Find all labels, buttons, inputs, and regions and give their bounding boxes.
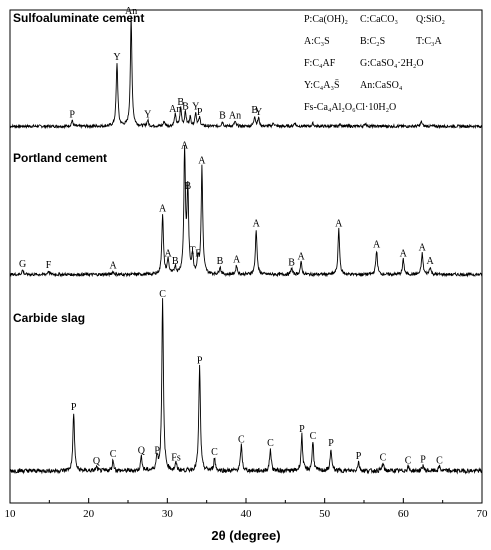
peak-label: A	[419, 243, 427, 254]
peak-label: A	[335, 219, 343, 230]
x-tick-label: 60	[398, 508, 410, 520]
peak-label: B	[172, 256, 179, 267]
x-tick-label: 40	[241, 508, 253, 520]
peak-label: An	[125, 6, 137, 17]
legend-entry: Fs-Ca₄Al₂O₆Cl·10H₂O	[304, 102, 396, 113]
peak-label: C	[110, 449, 117, 460]
peak-label: F	[46, 260, 52, 271]
x-tick-label: 20	[83, 508, 95, 520]
peak-label: A	[164, 249, 172, 260]
peak-label: P	[197, 107, 203, 118]
legend-entry: A:C₃S	[304, 36, 330, 47]
peak-label: A	[373, 240, 381, 251]
legend-entry: C:CaCO₃	[360, 14, 398, 25]
panel-titles: Sulfoaluminate cement Portland cement Carb…	[13, 11, 144, 325]
peak-label: B	[184, 181, 191, 192]
peak-label: C	[238, 435, 245, 446]
peak-label: F	[195, 249, 201, 260]
x-axis-title: 2θ (degree)	[211, 528, 280, 543]
peak-label: B	[251, 105, 258, 116]
peak-label: Q	[93, 456, 101, 467]
series-line	[9, 298, 483, 475]
plot-frame	[9, 9, 483, 504]
peak-label: C	[211, 447, 218, 458]
peak-label: An	[169, 104, 181, 115]
peak-label: A	[198, 156, 206, 167]
legend-entry: P:Ca(OH)₂	[304, 14, 348, 25]
peak-label: C	[380, 453, 387, 464]
x-tick-label: 50	[319, 508, 331, 520]
peak-label: P	[197, 355, 203, 366]
diffraction-curves	[9, 15, 483, 475]
legend-entry: B:C₂S	[360, 36, 385, 47]
peak-label: A	[159, 204, 167, 215]
peak-label: P	[299, 424, 305, 435]
peak-label: Fs	[171, 453, 181, 464]
peak-label: Y	[192, 102, 199, 113]
peak-label: An	[229, 111, 241, 122]
peak-label: A	[297, 252, 305, 263]
peak-label: A	[400, 249, 408, 260]
peak-label: B	[219, 111, 226, 122]
series-name: Sulfoaluminate cement	[13, 11, 144, 25]
peak-label: A	[253, 219, 261, 230]
x-tick-label: 70	[477, 508, 489, 520]
peak-label: B	[288, 258, 295, 269]
legend-entry: An:CaSO₄	[360, 80, 403, 91]
series-line	[9, 15, 483, 130]
peak-label: B	[217, 256, 224, 267]
legend-entry: T:C₃A	[416, 36, 443, 47]
peak-label: A	[109, 261, 117, 272]
x-axis: 10 20 30 40 50 60 70	[5, 498, 489, 520]
peak-label: A	[233, 255, 241, 266]
peak-label: P	[154, 445, 160, 456]
x-tick-label: 30	[162, 508, 174, 520]
peak-label: P	[71, 402, 77, 413]
x-tick-label: 10	[5, 508, 17, 520]
peak-label: C	[267, 438, 274, 449]
peak-label: A	[426, 256, 434, 267]
peak-label: P	[420, 454, 426, 465]
legend-entry: Y:C₄A₃S̄	[304, 79, 340, 91]
peak-label: P	[328, 438, 334, 449]
peak-label: B	[182, 102, 189, 113]
peak-label: Y	[255, 107, 262, 118]
series-name: Carbide slag	[13, 311, 85, 325]
peak-label: C	[436, 455, 443, 466]
peak-label: Q	[138, 445, 146, 456]
legend-entry: G:CaSO₄·2H₂O	[360, 58, 424, 69]
legend-entry: Q:SiO₂	[416, 14, 445, 25]
peak-label: B	[177, 97, 184, 108]
legend-entry: F:C₄AF	[304, 58, 336, 69]
peak-label: G	[19, 259, 26, 270]
peak-label: P	[356, 451, 362, 462]
peak-label: A	[181, 141, 189, 152]
series-line	[9, 145, 483, 278]
peak-label: Y	[113, 52, 120, 63]
peak-label: C	[405, 455, 412, 466]
peak-label: Y	[144, 110, 151, 121]
peak-label: C	[310, 431, 317, 442]
peak-label: P	[69, 110, 75, 121]
phase-legend: P:Ca(OH)₂ C:CaCO₃ Q:SiO₂ A:C₃S B:C₂S T:C₃A F:C…	[304, 14, 445, 113]
peak-label: C	[159, 289, 166, 300]
peak-label: T	[189, 246, 195, 257]
series-name: Portland cement	[13, 151, 107, 165]
